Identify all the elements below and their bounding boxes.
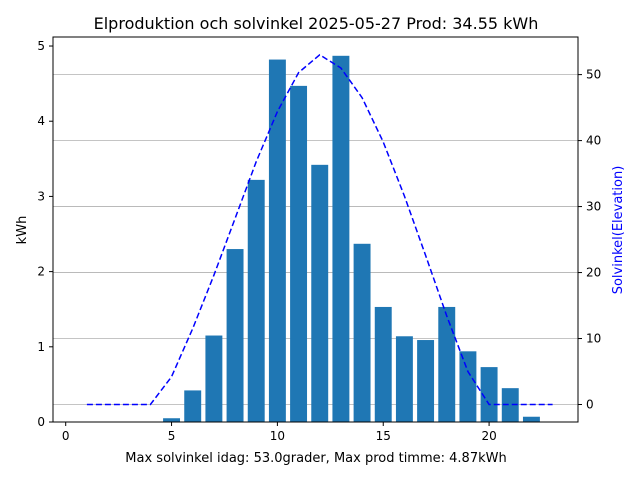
x-tick-label: 10 — [270, 429, 285, 443]
bar — [184, 390, 202, 422]
bar — [459, 351, 477, 422]
x-tick-label: 0 — [62, 429, 70, 443]
elevation-line — [86, 53, 553, 406]
y2-axis-label: Solvinkel(Elevation) — [611, 166, 626, 295]
y2-tick-label: 0 — [586, 398, 594, 412]
x-tick-label: 5 — [168, 429, 176, 443]
bar — [290, 85, 308, 422]
bar — [247, 179, 265, 422]
bar — [268, 59, 286, 422]
x-axis-ticks: 0 5 10 15 20 — [62, 422, 497, 443]
bar — [522, 416, 540, 422]
y-tick-label: 0 — [37, 415, 45, 429]
y2-tick-label: 20 — [586, 266, 601, 280]
bar — [226, 249, 244, 422]
plot-frame — [52, 36, 579, 423]
bar — [332, 55, 350, 422]
y-tick-label: 4 — [37, 114, 45, 128]
bar — [417, 340, 435, 422]
x-tick-label: 15 — [376, 429, 391, 443]
y-tick-label: 3 — [37, 189, 45, 203]
bar-series — [163, 55, 540, 422]
bar — [438, 306, 456, 422]
y2-tick-label: 40 — [586, 134, 601, 148]
bar — [374, 306, 392, 422]
bar — [501, 388, 519, 422]
y2-tick-label: 30 — [586, 200, 601, 214]
bar — [311, 164, 329, 422]
y-tick-label: 2 — [37, 265, 45, 279]
y-tick-label: 1 — [37, 340, 45, 354]
y2-axis-ticks: 0 10 20 30 40 50 — [578, 68, 601, 412]
y2-tick-label: 10 — [586, 332, 601, 346]
y-tick-label: 5 — [37, 39, 45, 53]
bar — [205, 335, 223, 422]
x-axis-label: Max solvinkel idag: 53.0grader, Max prod… — [125, 451, 506, 466]
bar — [163, 418, 181, 422]
chart-title: Elproduktion och solvinkel 2025-05-27 Pr… — [94, 14, 539, 33]
bar — [395, 336, 413, 422]
y-axis-label: kWh — [15, 216, 30, 245]
y2-tick-label: 50 — [586, 68, 601, 82]
y-axis-ticks: 0 1 2 3 4 5 — [37, 39, 53, 429]
bar — [353, 243, 371, 422]
x-tick-label: 20 — [481, 429, 496, 443]
bar — [480, 367, 498, 422]
